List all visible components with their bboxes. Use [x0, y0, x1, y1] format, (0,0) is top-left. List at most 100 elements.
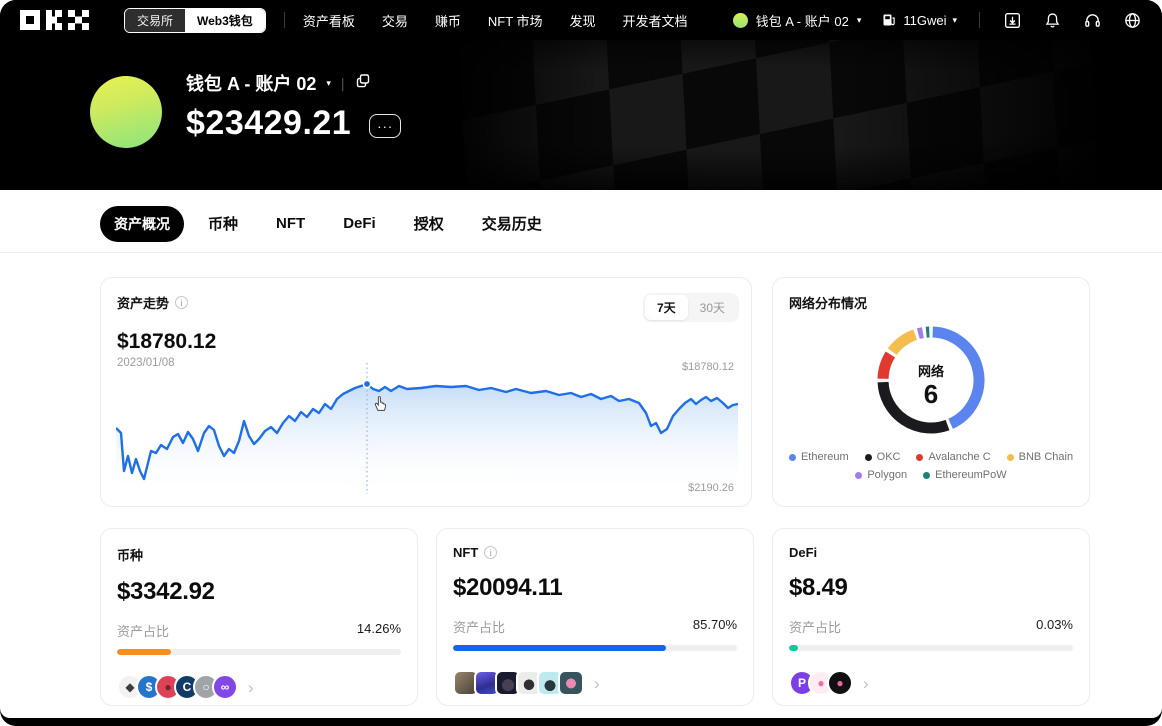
notifications-button[interactable]: [1042, 10, 1062, 30]
hero-fade-overlay: [0, 40, 1162, 190]
asset-icons-row: P ● ● ›: [789, 670, 1073, 696]
nav-assets-board[interactable]: 资产看板: [302, 13, 355, 29]
donut-segment-avalanche-c[interactable]: [877, 351, 896, 380]
donut-center-value: 6: [924, 379, 938, 409]
download-icon: [1004, 12, 1020, 28]
nft-thumbnail[interactable]: [558, 670, 584, 696]
toggle-web3-wallet[interactable]: Web3钱包: [185, 8, 265, 32]
legend-item-okc[interactable]: OKC: [864, 451, 901, 463]
legend-dot: [864, 453, 872, 461]
nav-discover[interactable]: 发现: [569, 13, 596, 29]
header-divider: [979, 12, 980, 28]
asset-card-title: 币种: [117, 548, 144, 563]
nav-trade[interactable]: 交易: [381, 13, 408, 29]
wallet-selector-label: 钱包 A - 账户 02: [755, 13, 849, 29]
legend-label: BNB Chain: [1018, 451, 1074, 463]
copy-icon: [356, 73, 369, 87]
total-balance: $23429.21: [186, 104, 352, 142]
wallet-avatar: [732, 12, 748, 28]
wallet-name[interactable]: 钱包 A - 账户 02: [186, 74, 317, 94]
network-donut-chart[interactable]: 网络 6: [866, 315, 996, 445]
gas-value: 11Gwei: [903, 12, 947, 28]
hand-cursor-icon: [372, 394, 389, 418]
trend-value: $18780.12: [117, 330, 217, 353]
asset-card-title: DeFi: [789, 545, 818, 560]
header-right: 钱包 A - 账户 02 ▾ 11Gwei ▾: [732, 10, 1142, 30]
range-30d-button[interactable]: 30天: [688, 295, 737, 320]
legend-item-bnb-chain[interactable]: BNB Chain: [1006, 451, 1074, 463]
polygon-token-icon[interactable]: ∞: [212, 674, 238, 700]
tab-4[interactable]: 授权: [413, 216, 444, 233]
chevron-down-icon[interactable]: ▾: [326, 77, 331, 88]
range-7d-button[interactable]: 7天: [644, 295, 688, 320]
language-button[interactable]: [1122, 10, 1142, 30]
asset-icons-row: ◆ $ ● C ○ ∞ ›: [117, 674, 401, 700]
toggle-exchange[interactable]: 交易所: [125, 8, 186, 32]
trend-date: 2023/01/08: [117, 357, 175, 369]
legend-label: Ethereum: [800, 451, 849, 463]
chart-max-label: $18780.12: [682, 361, 734, 373]
legend-dot: [1006, 453, 1014, 461]
trend-chart[interactable]: $18780.12 $2190.26: [115, 361, 739, 496]
share-progress-fill: [789, 645, 798, 651]
legend-item-avalanche-c[interactable]: Avalanche C: [916, 451, 991, 463]
tab-1[interactable]: 币种: [208, 216, 239, 233]
share-progress-bar: [117, 649, 401, 655]
headset-icon: [1084, 13, 1100, 27]
tab-0[interactable]: 资产概况: [100, 205, 184, 242]
nav-nft-market[interactable]: NFT 市场: [487, 13, 543, 29]
network-legend: Ethereum OKC Avalanche C BNB Chain Polygon E…: [788, 451, 1074, 481]
chevron-right-icon[interactable]: ›: [594, 673, 600, 693]
legend-item-polygon[interactable]: Polygon: [855, 469, 907, 481]
okx-logo-icon: [20, 10, 89, 30]
divider: |: [340, 75, 345, 91]
asset-icons-row: ›: [453, 670, 737, 696]
share-label: 资产占比: [789, 620, 842, 635]
legend-label: Polygon: [867, 469, 908, 481]
donut-segment-ethereum[interactable]: [932, 326, 985, 429]
info-icon[interactable]: i: [175, 296, 189, 309]
legend-item-ethereum[interactable]: Ethereum: [788, 451, 849, 463]
donut-segment-okc[interactable]: [877, 381, 950, 434]
share-progress-bar: [789, 645, 1073, 651]
copy-address-button[interactable]: [355, 73, 371, 94]
wallet-selector[interactable]: 钱包 A - 账户 02 ▾: [732, 11, 861, 30]
asset-trend-card: 资产走势 i 7天 30天 $18780.12 2023/01/08: [100, 277, 752, 507]
more-actions-button[interactable]: ···: [369, 114, 402, 138]
chart-min-label: $2190.26: [688, 482, 734, 494]
globe-icon: [1124, 12, 1140, 28]
okx-logo[interactable]: [20, 10, 90, 30]
legend-item-ethereumpow[interactable]: EthereumPoW: [923, 469, 1007, 481]
legend-label: EthereumPoW: [935, 469, 1007, 481]
wallet-hero: 钱包 A - 账户 02 ▾ | $23429.21 ···: [0, 40, 1162, 190]
support-button[interactable]: [1082, 10, 1102, 30]
asset-card-0: 币种 $3342.92 资产占比 14.26% ◆ $ ● C ○ ∞ ›: [100, 528, 418, 706]
chevron-right-icon[interactable]: ›: [863, 673, 869, 693]
info-icon[interactable]: i: [484, 546, 498, 559]
main-content: 资产走势 i 7天 30天 $18780.12 2023/01/08: [0, 253, 1162, 718]
donut-segment-bnb-chain[interactable]: [887, 329, 918, 356]
main-nav: 资产看板 交易 赚币 NFT 市场 发现 开发者文档: [303, 11, 688, 30]
donut-segment-polygon[interactable]: [916, 327, 924, 340]
chevron-down-icon: ▾: [952, 14, 957, 25]
legend-label: OKC: [876, 451, 901, 463]
download-button[interactable]: [1002, 10, 1022, 30]
tab-5[interactable]: 交易历史: [481, 216, 542, 233]
asset-card-2: DeFi $8.49 资产占比 0.03% P ● ● ›: [772, 528, 1090, 706]
tab-2[interactable]: NFT: [276, 215, 306, 232]
nav-earn[interactable]: 赚币: [434, 13, 461, 29]
gas-pump-icon: [883, 14, 896, 26]
share-progress-fill: [117, 649, 171, 655]
defi-protocol-icon[interactable]: ●: [827, 670, 853, 696]
chevron-right-icon[interactable]: ›: [248, 677, 254, 697]
gas-indicator[interactable]: 11Gwei ▾: [881, 12, 957, 28]
wallet-info: 钱包 A - 账户 02 ▾ | $23429.21 ···: [186, 70, 402, 143]
tab-3[interactable]: DeFi: [343, 215, 376, 232]
nav-dev-docs[interactable]: 开发者文档: [622, 13, 688, 29]
share-progress-fill: [453, 645, 666, 651]
asset-card-title: NFT: [453, 545, 479, 560]
legend-dot: [788, 453, 796, 461]
legend-label: Avalanche C: [928, 451, 991, 463]
tab-strip: 资产概况 币种 NFT DeFi 授权 交易历史: [0, 190, 1162, 253]
